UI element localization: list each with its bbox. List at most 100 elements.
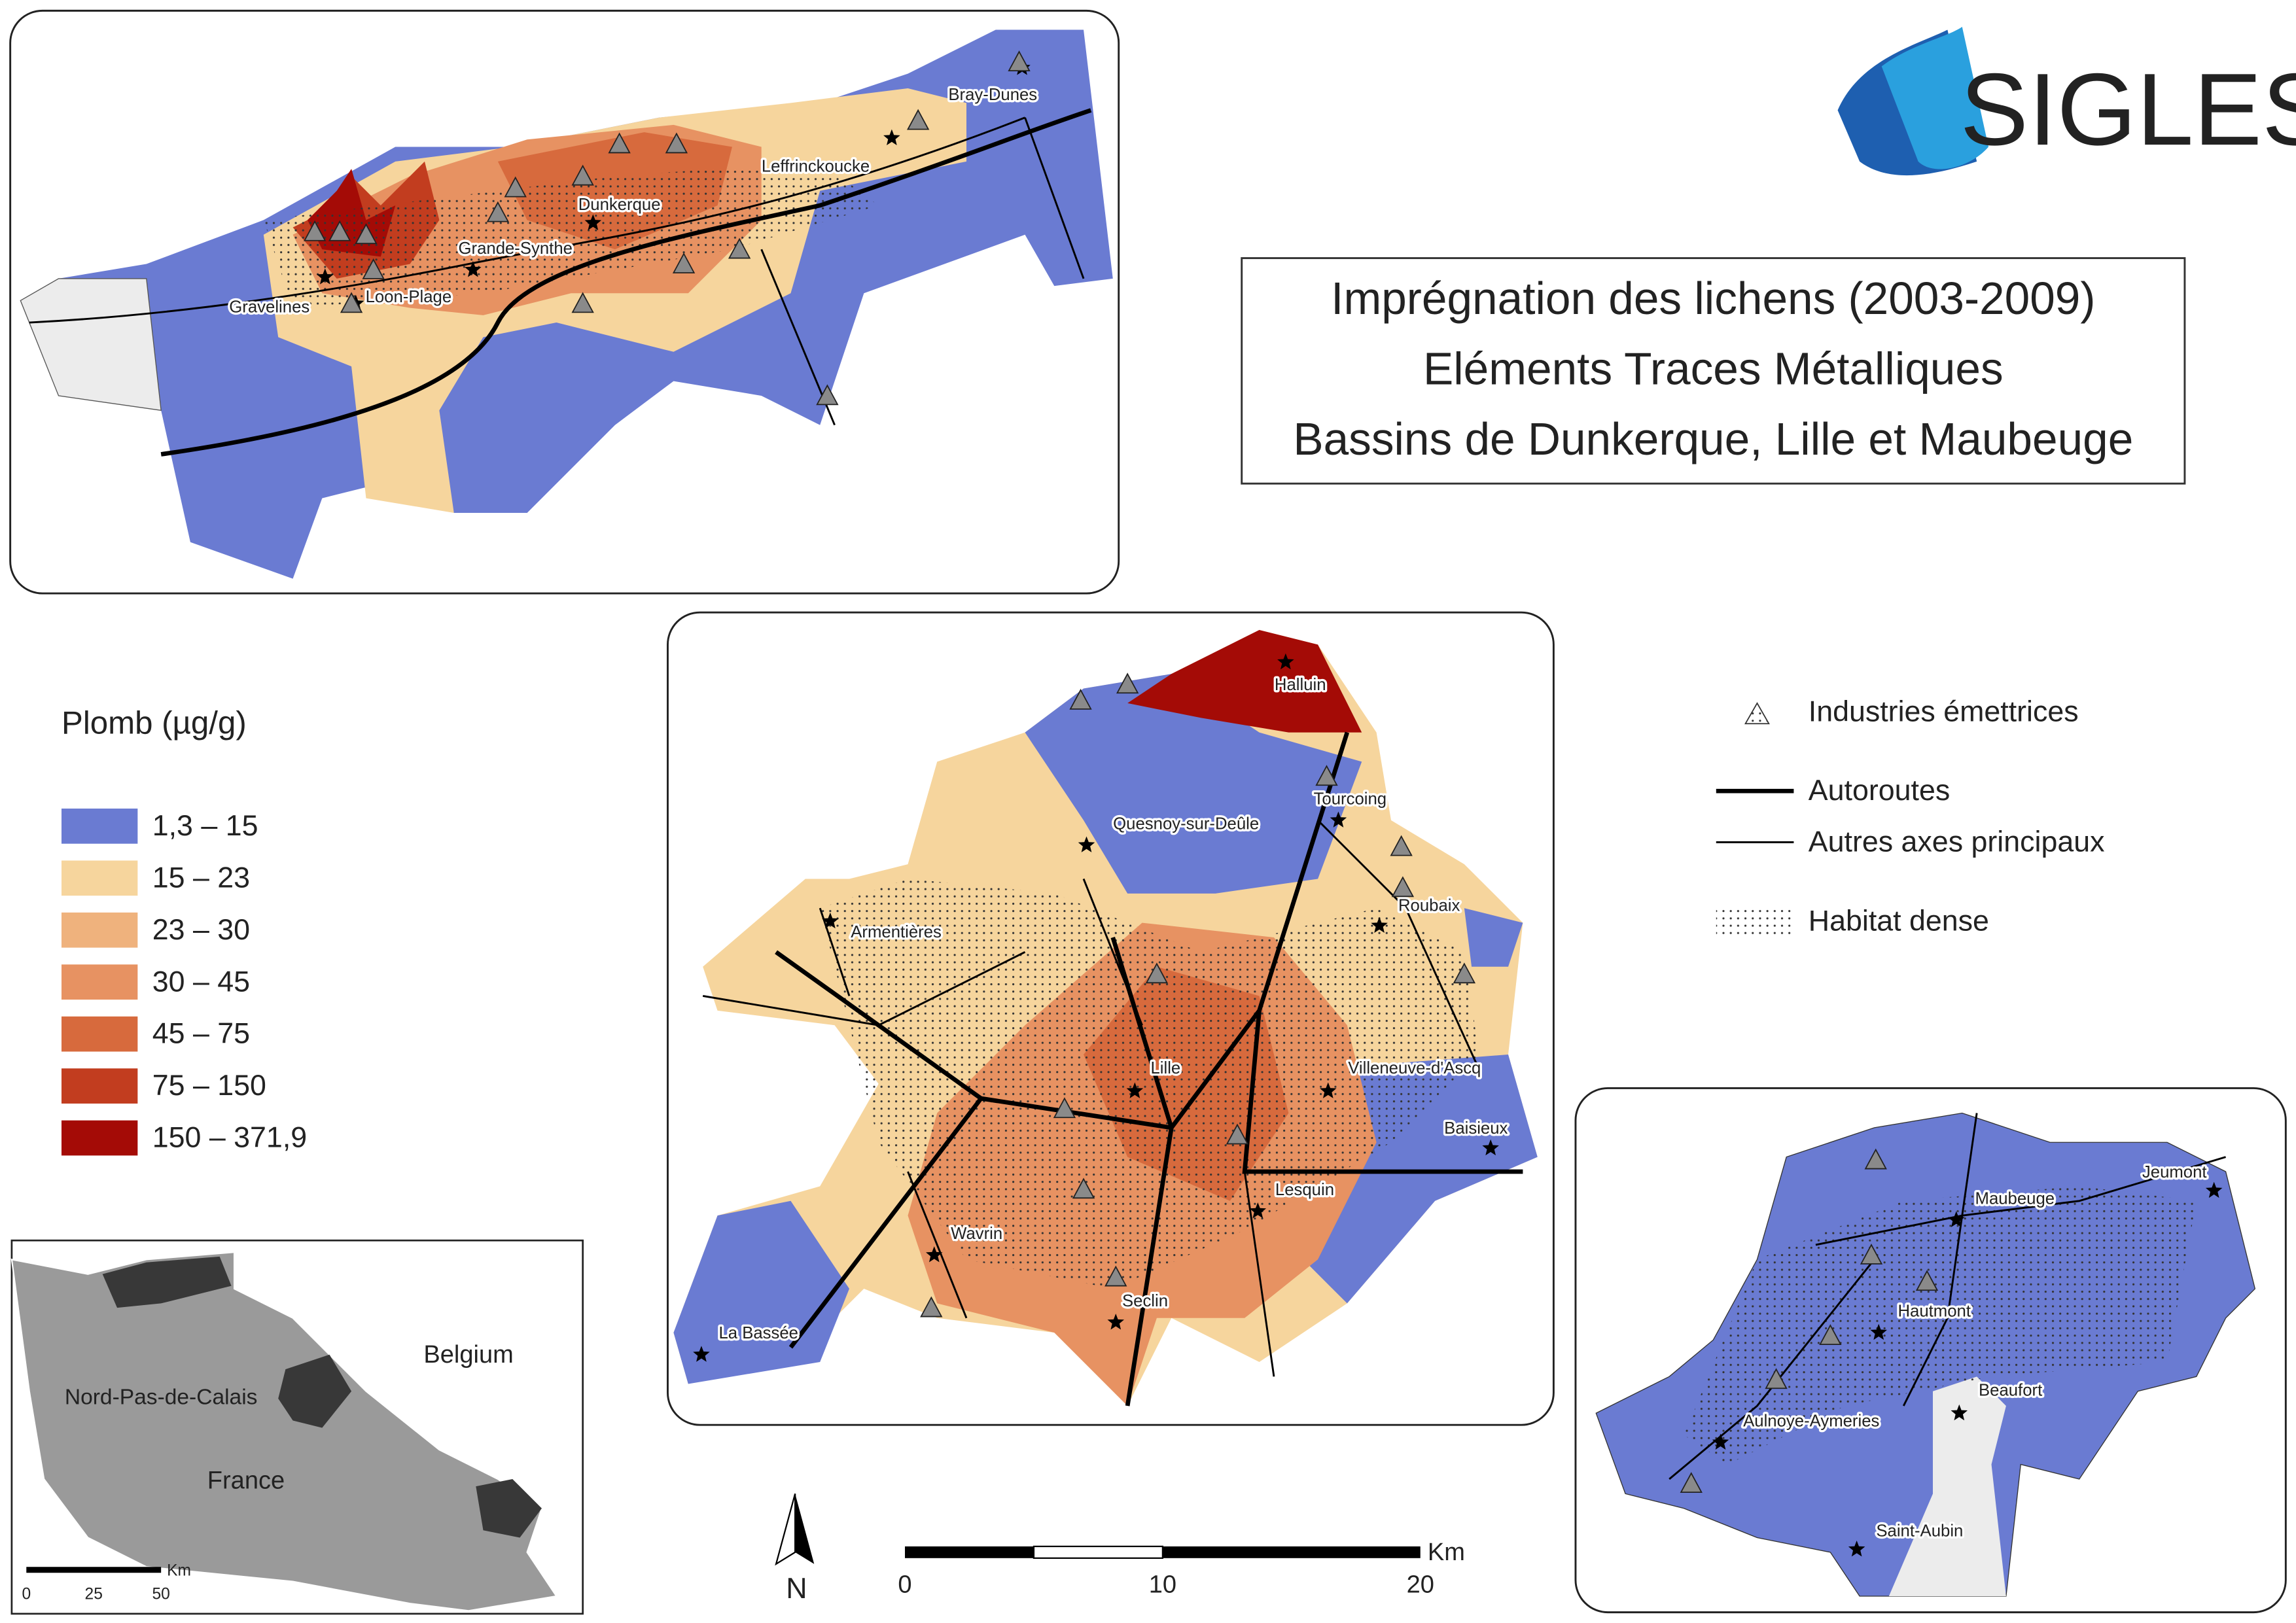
legend-label: 45 – 75 <box>152 1017 250 1050</box>
legend-label: 150 – 371,9 <box>152 1121 307 1154</box>
place-label: Loon-Plage <box>366 288 452 306</box>
inset-dunkerque <box>102 1256 232 1308</box>
industry-marker <box>486 201 510 222</box>
legend-label: 30 – 45 <box>152 965 250 998</box>
legend-label: 15 – 23 <box>152 861 250 894</box>
scale-tick: 10 <box>1149 1571 1176 1598</box>
legend-label: 75 – 150 <box>152 1069 266 1102</box>
title-line: Bassins de Dunkerque, Lille et Maubeuge <box>1293 413 2133 464</box>
place-marker <box>1320 1082 1337 1098</box>
industry-marker <box>906 109 930 130</box>
industry-marker <box>355 223 378 245</box>
industry-marker <box>1116 672 1139 694</box>
industry-marker <box>1069 688 1092 710</box>
autoroute <box>775 731 1523 1406</box>
symbol-label: Autoroutes <box>1809 774 1950 807</box>
legend-swatch <box>61 1068 138 1104</box>
habitat-dense <box>820 879 1479 1289</box>
place-marker <box>1848 1540 1865 1557</box>
industry-marker <box>672 252 696 273</box>
zone-nodata <box>1888 1376 2006 1597</box>
place-marker <box>465 261 482 277</box>
title-line: Imprégnation des lichens (2003-2009) <box>1331 273 2095 324</box>
place-label: Baisieux <box>1444 1119 1508 1138</box>
place-label: Quesnoy-sur-Deûle <box>1113 814 1259 833</box>
place-marker <box>693 1346 710 1362</box>
place-marker <box>1277 653 1294 670</box>
place-marker <box>1482 1139 1499 1156</box>
zone-low <box>1025 674 1362 894</box>
place-marker <box>1107 1314 1125 1330</box>
place-marker <box>1712 1433 1729 1450</box>
habitat-dense <box>263 161 879 308</box>
zone-low <box>673 1200 849 1384</box>
industry-marker <box>1391 876 1415 898</box>
industry-marker <box>1864 1148 1887 1170</box>
scale-unit: Km <box>1428 1539 1465 1566</box>
place-marker <box>1249 1202 1267 1219</box>
scale-tick: 0 <box>898 1571 911 1598</box>
symbol-label: Autres axes principaux <box>1809 826 2105 858</box>
lille-map <box>673 630 1538 1406</box>
inset-label: France <box>207 1467 285 1494</box>
place-label: Halluin <box>1275 676 1326 694</box>
place-label: Hautmont <box>1898 1302 1971 1321</box>
inset-scale-tick: 50 <box>152 1585 169 1603</box>
logo: SIGLES <box>1837 26 2296 176</box>
place-label: Villeneuve-d'Ascq <box>1348 1059 1481 1077</box>
scale-segment <box>1162 1546 1421 1558</box>
industry-marker <box>1226 1123 1249 1145</box>
place-label: Saint-Aubin <box>1876 1522 1963 1540</box>
place-marker <box>883 129 900 146</box>
symbol-label: Industries émettrices <box>1809 695 2079 727</box>
place-marker <box>1126 1082 1144 1098</box>
legend: 1,3 – 15 15 – 23 23 – 30 30 – 45 45 – 75 75 –… <box>61 809 307 1156</box>
industry-marker <box>1008 50 1031 72</box>
inset-label: Belgium <box>423 1341 513 1369</box>
place-marker <box>1371 916 1388 934</box>
legend-swatch <box>61 964 138 1000</box>
industry-symbol <box>1744 702 1770 725</box>
inset-scale-tick: 25 <box>85 1585 103 1603</box>
place-marker <box>2205 1181 2223 1198</box>
zone-low <box>1464 908 1523 967</box>
legend-swatch <box>61 860 138 896</box>
place-marker <box>1870 1323 1887 1340</box>
industry-marker <box>571 164 594 186</box>
title-line: Eléments Traces Métalliques <box>1423 343 2004 394</box>
industry-marker <box>1053 1097 1076 1119</box>
industry-marker <box>1145 962 1169 984</box>
industry-marker <box>1860 1244 1883 1265</box>
place-marker <box>1948 1211 1965 1227</box>
place-label: Tourcoing <box>1314 790 1387 808</box>
place-label: Seclin <box>1122 1292 1168 1310</box>
place-label: Armentières <box>851 923 942 941</box>
legend-swatch <box>61 1120 138 1156</box>
industry-marker <box>1390 835 1413 856</box>
place-label: Beaufort <box>1979 1381 2042 1399</box>
title-box <box>1241 257 2186 485</box>
industry-marker <box>1765 1368 1788 1389</box>
north-label: N <box>786 1572 807 1605</box>
road <box>1669 1113 2226 1480</box>
industry-marker <box>1915 1270 1939 1291</box>
place-label: Lille <box>1150 1059 1180 1077</box>
inset-scale-tick: 0 <box>22 1585 31 1603</box>
place-marker <box>1951 1404 1968 1421</box>
place-label: Gravelines <box>229 298 309 316</box>
legend-swatch <box>61 809 138 844</box>
scale-tick: 20 <box>1407 1571 1434 1598</box>
legend-swatch <box>61 912 138 948</box>
place-label: Dunkerque <box>578 196 661 214</box>
industry-marker <box>362 258 385 279</box>
industry-marker <box>608 132 631 154</box>
inset-region <box>10 1251 558 1612</box>
scale-segment <box>905 1546 1034 1558</box>
place-label: Grande-Synthe <box>459 239 573 258</box>
industry-marker <box>303 220 327 241</box>
habitat-symbol <box>1716 906 1794 939</box>
legend-swatch <box>61 1016 138 1052</box>
title-group: Imprégnation des lichens (2003-2009) Elé… <box>1293 273 2133 464</box>
industry-marker <box>665 132 688 154</box>
